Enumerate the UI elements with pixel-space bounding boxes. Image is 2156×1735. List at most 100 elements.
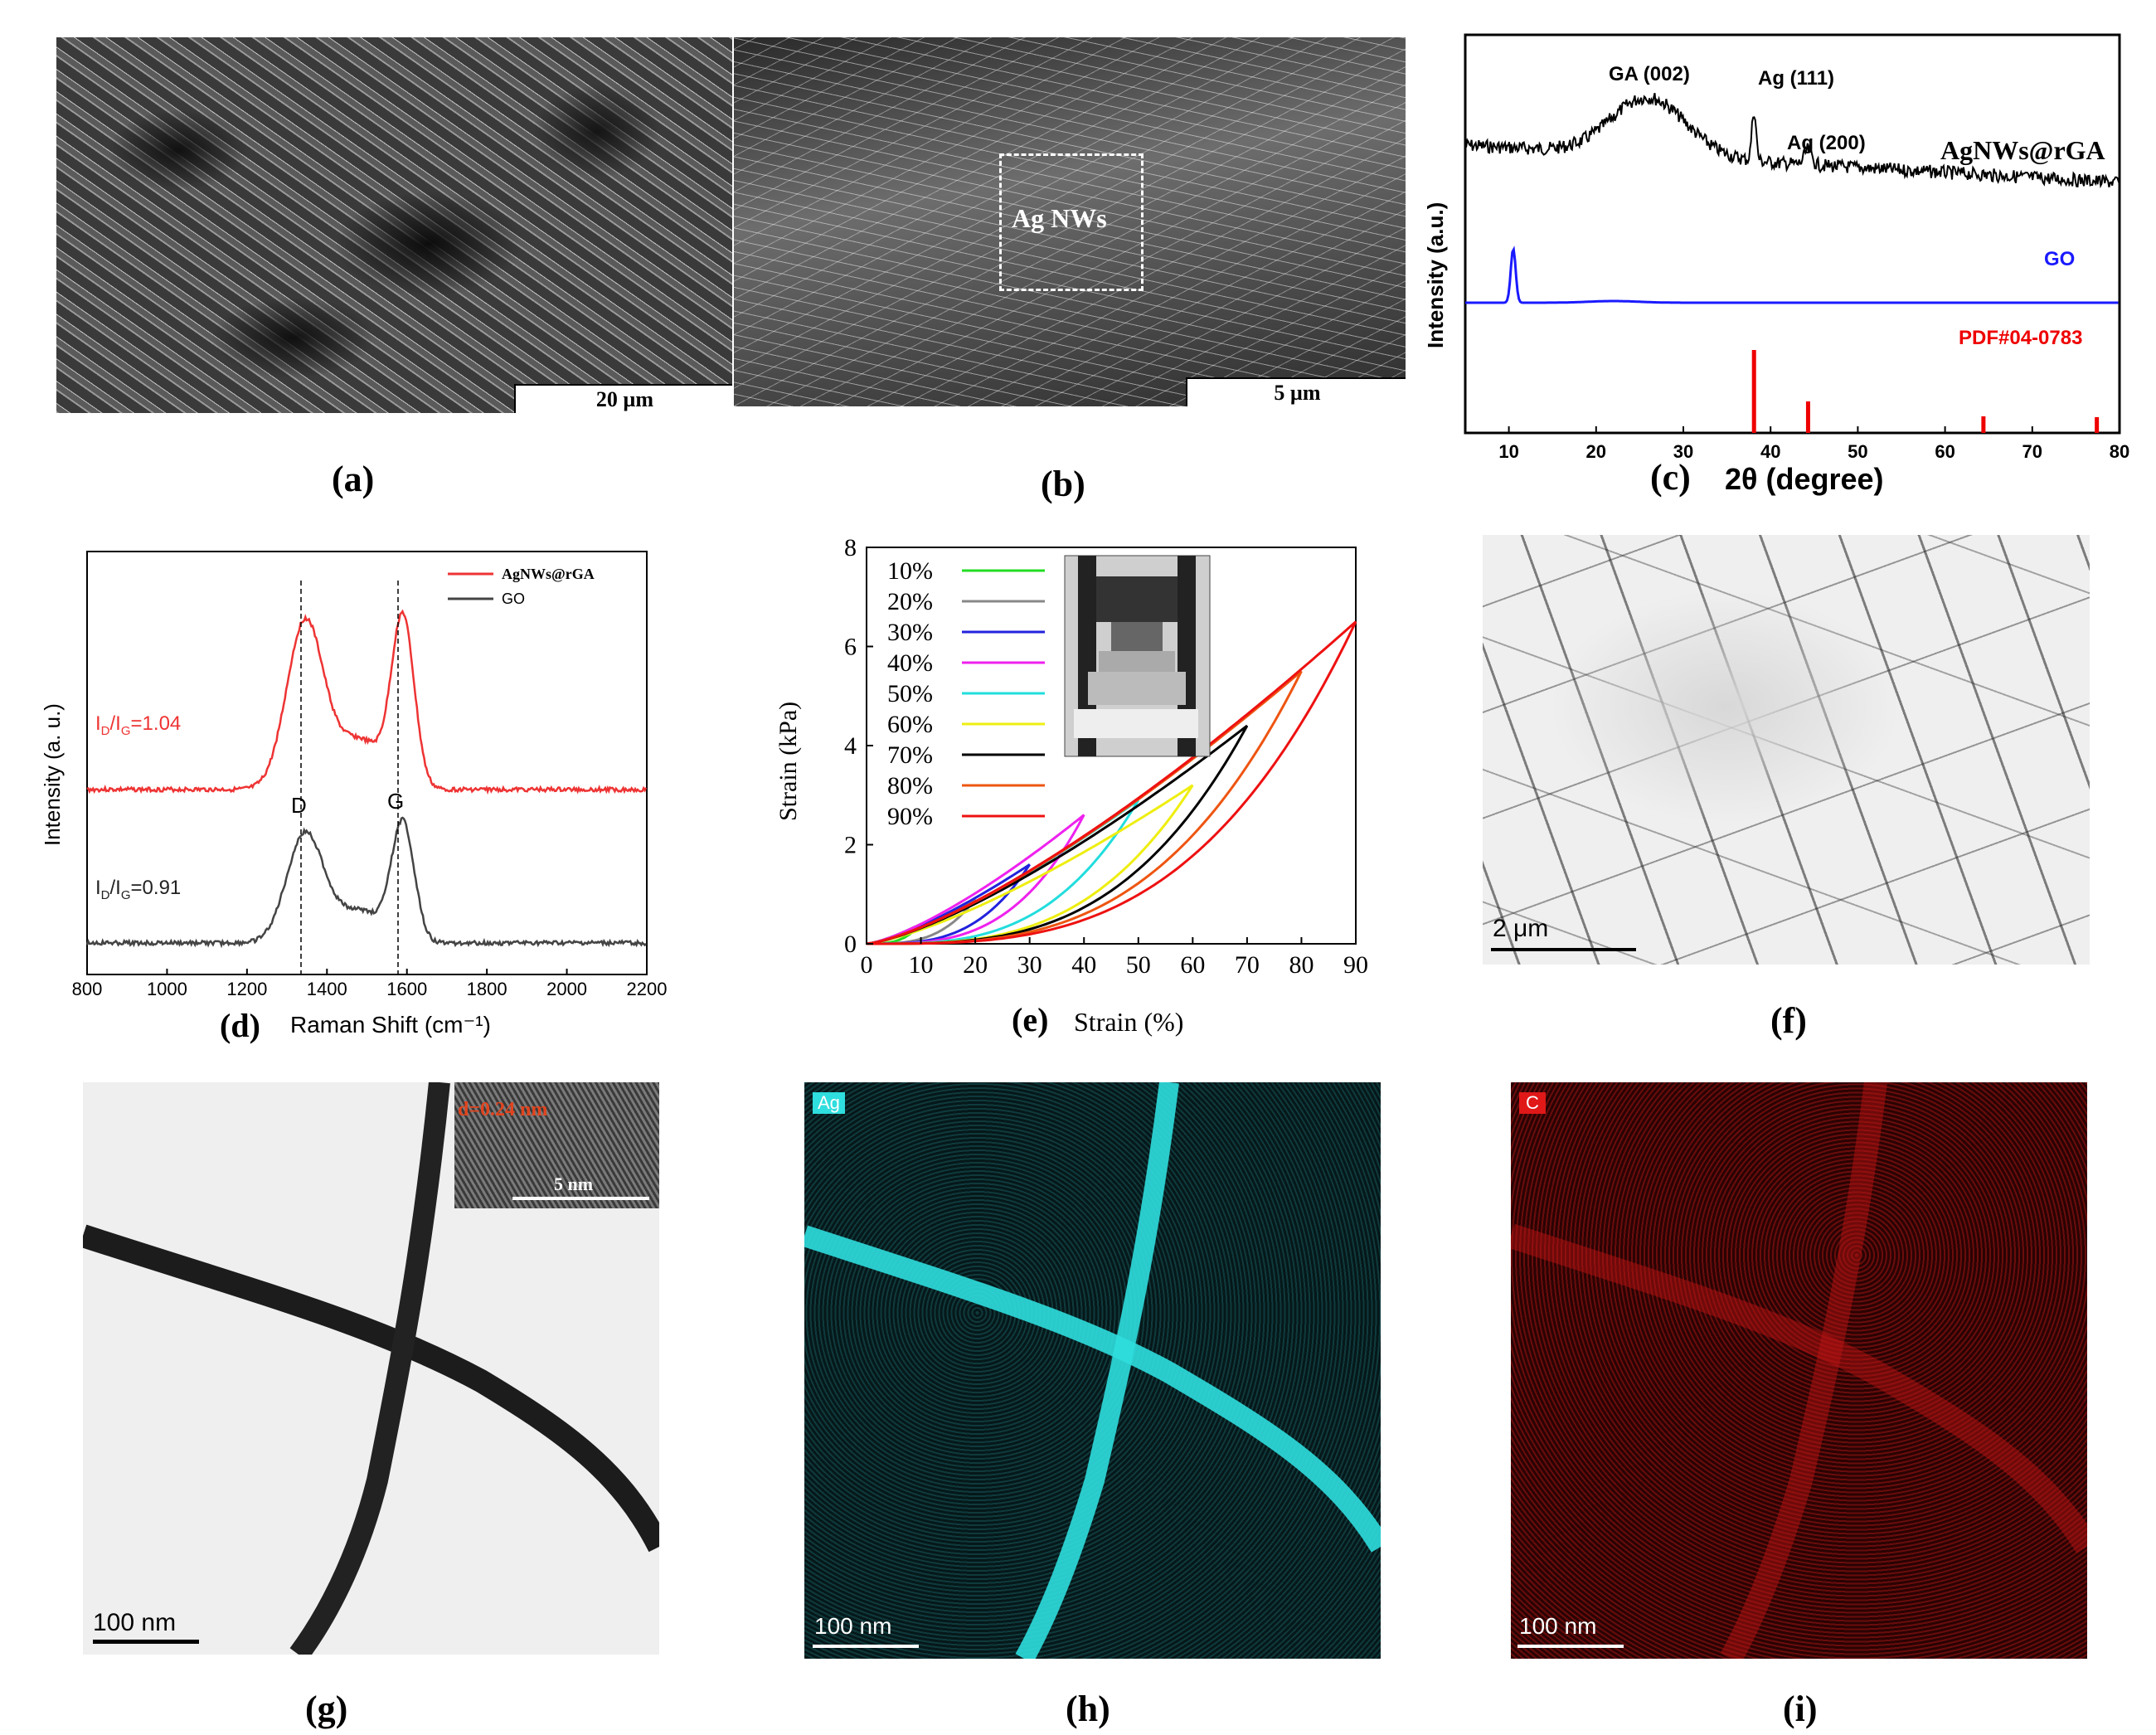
scalebar-a: 20 µm (514, 384, 732, 413)
xrd-legend-sample: AgNWs@rGA (1940, 135, 2105, 165)
legend-30%: 30% (887, 619, 933, 646)
scalebar-g-line (93, 1640, 199, 1644)
panel-f: 2 μm (1483, 535, 2090, 965)
compress-xtick-label-1: 10 (909, 951, 934, 979)
eds-map-ag (804, 1082, 1381, 1659)
nanowire-horizontal (83, 1224, 659, 1553)
inset-photo-platen-2 (1099, 651, 1175, 672)
raman-xtick-label-6: 2000 (546, 979, 587, 999)
eds-tag-ag: Ag (813, 1092, 845, 1114)
scalebar-b-text: 5 µm (1274, 381, 1321, 405)
raman-ratio-bot: ID/IG=0.91 (95, 877, 181, 902)
c-wire-vertical (1720, 1082, 1887, 1659)
scalebar-i-text: 100 nm (1519, 1613, 1597, 1639)
loop-40% (866, 814, 1085, 945)
xrd-go-curve (1465, 245, 2119, 304)
label-e: (e) (1012, 1001, 1048, 1038)
compress-ytick-label-1: 2 (844, 832, 857, 859)
xrd-xtick-label-5: 60 (1935, 441, 1954, 462)
compress-xlabel: Strain (%) (1074, 1007, 1183, 1037)
legend-50%: 50% (887, 680, 933, 707)
inset-photo-platen-3 (1088, 672, 1186, 705)
xrd-xtick-label-3: 40 (1760, 441, 1780, 462)
hrtem-inset-scale: 5 nm (554, 1174, 594, 1194)
compress-xtick-label-2: 20 (963, 951, 988, 979)
inset-photo-col-right (1178, 556, 1196, 756)
raman-xtick-label-2: 1200 (226, 979, 267, 999)
xrd-legend-pdf: PDF#04-0783 (1959, 327, 2082, 349)
raman-xtick-label-5: 1800 (467, 979, 507, 999)
raman-rga-curve (86, 609, 648, 795)
raman-xtick-label-1: 1000 (147, 979, 187, 999)
xrd-ylabel: Intensity (a.u.) (1423, 202, 1448, 348)
scalebar-f-text: 2 μm (1493, 915, 1549, 942)
hrtem-inset: d=0.24 nm 5 nm (454, 1082, 659, 1208)
scalebar-a-text: 20 µm (595, 387, 654, 411)
legend-60%: 60% (887, 711, 933, 738)
compress-xtick-label-5: 50 (1126, 951, 1151, 979)
eds-tag-c: C (1519, 1092, 1546, 1114)
agnws-box (999, 153, 1144, 291)
xrd-xtick-label-0: 10 (1498, 441, 1518, 462)
eds-ag-wires (804, 1082, 1381, 1659)
panel-i: C 100 nm (1511, 1082, 2087, 1659)
legend-10%: 10% (887, 557, 933, 585)
sem-image-a (56, 37, 732, 413)
compress-xtick-label-4: 40 (1071, 951, 1096, 979)
panel-e-chart: 0 10 20 30 40 50 60 70 80 90 0 2 4 6 8 10% 20% 30% 40% 50%… (775, 534, 1368, 1038)
xrd-annot-ga: GA (002) (1609, 63, 1690, 85)
compress-ytick-label-3: 6 (844, 634, 857, 661)
panel-g: 100 nm d=0.24 nm 5 nm (83, 1082, 659, 1655)
nanowire-vertical (289, 1082, 450, 1655)
raman-xtick-label-7: 2200 (627, 979, 668, 999)
plot-frame-d (86, 551, 648, 975)
compress-xtick-label-7: 70 (1235, 951, 1260, 979)
hrtem-inset-d: d=0.24 nm (458, 1099, 548, 1120)
xrd-xlabel: 2θ (degree) (1725, 462, 1884, 496)
raman-xtick-label-0: 800 (72, 979, 103, 999)
label-d: (d) (220, 1007, 260, 1044)
tem-image-g (83, 1082, 659, 1655)
raman-legend-rga: AgNWs@rGA (502, 566, 595, 582)
hrtem-inset-scalebar (512, 1197, 649, 1200)
panel-d-chart: 800 1000 1200 1400 1600 1800 2000 2200 AgNWs@rG… (40, 551, 668, 1044)
inset-photo-platen-1 (1111, 622, 1163, 651)
compress-ytick-label-0: 0 (844, 931, 857, 958)
instrument-photo-inset (1064, 555, 1211, 757)
scalebar-f-line (1491, 948, 1636, 951)
label-g: (g) (305, 1689, 348, 1729)
eds-map-c (1511, 1082, 2087, 1659)
plot-frame-c (1464, 33, 2121, 435)
loop-90% (866, 620, 1357, 945)
c-wire-horizontal (1511, 1223, 2087, 1553)
eds-c-wires (1511, 1082, 2087, 1659)
panel-h: Ag 100 nm (804, 1082, 1381, 1659)
xrd-xtick-label-4: 50 (1848, 441, 1867, 462)
sem-image-b (734, 37, 1406, 406)
scalebar-h-text: 100 nm (814, 1613, 892, 1639)
compress-ytick-label-2: 4 (844, 732, 857, 760)
compress-xtick-label-8: 80 (1289, 951, 1314, 979)
label-c: (c) (1650, 457, 1691, 498)
xrd-annot-ag111: Ag (111) (1758, 67, 1834, 90)
label-a: (a) (332, 459, 375, 499)
compress-ylabel: Strain (kPa) (775, 702, 802, 821)
label-h: (h) (1066, 1689, 1110, 1729)
raman-xtick-label-4: 1600 (386, 979, 427, 999)
raman-xlabel: Raman Shift (cm⁻¹) (290, 1012, 491, 1038)
panel-c-chart: 10 20 30 40 50 60 70 80 GA (002) Ag (111) Ag (2… (1423, 33, 2129, 498)
label-i: (i) (1783, 1689, 1818, 1729)
xrd-xtick-label-6: 70 (2022, 441, 2042, 462)
legend-40%: 40% (887, 649, 933, 677)
legend-20%: 20% (887, 588, 933, 615)
xrd-xtick-label-2: 30 (1673, 441, 1693, 462)
raman-legend-go: GO (502, 590, 525, 607)
inset-photo-base (1074, 709, 1198, 738)
compress-xtick-label-9: 90 (1343, 951, 1368, 979)
xrd-annot-ag200: Ag (200) (1787, 132, 1866, 154)
inset-photo-head (1096, 576, 1178, 622)
tem-image-f (1483, 535, 2090, 965)
compress-xtick-label-0: 0 (861, 951, 873, 979)
scalebar-b: 5 µm (1186, 377, 1406, 406)
raman-peak-d: D (291, 793, 307, 818)
